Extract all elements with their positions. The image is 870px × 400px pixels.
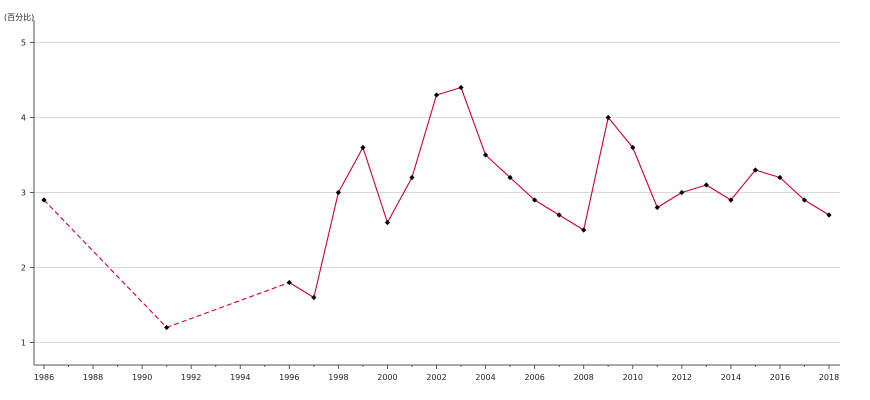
data-point-2016 bbox=[777, 174, 783, 181]
x-tick-label-1990: 1990 bbox=[132, 373, 152, 382]
data-point-1997 bbox=[311, 294, 317, 301]
y-tick-label-5: 5 bbox=[21, 39, 26, 48]
x-tick-label-1992: 1992 bbox=[181, 373, 201, 382]
series-segment-1999-2000 bbox=[362, 147, 388, 223]
x-tick-label-1998: 1998 bbox=[328, 373, 348, 382]
data-point-2006 bbox=[532, 197, 538, 203]
data-point-2008 bbox=[581, 227, 587, 233]
series-lines bbox=[43, 86, 830, 329]
y-tick-label-2: 2 bbox=[21, 264, 26, 273]
series-segment-2001-2002 bbox=[411, 94, 438, 178]
data-point-2012 bbox=[679, 189, 685, 196]
y-tick-label-4: 4 bbox=[21, 114, 26, 123]
series-segment-2007-2008 bbox=[558, 214, 584, 231]
series-segment-2000-2001 bbox=[386, 177, 413, 223]
series-segment-2015-2016 bbox=[755, 169, 781, 179]
series-segment-1986-1991 bbox=[43, 199, 168, 328]
y-tick-label-3: 3 bbox=[21, 189, 26, 198]
data-point-2017 bbox=[801, 197, 808, 203]
series-segment-2017-2018 bbox=[804, 199, 830, 216]
x-tick-label-2012: 2012 bbox=[672, 373, 692, 382]
data-point-1996 bbox=[286, 279, 292, 286]
data-point-2011 bbox=[654, 204, 660, 211]
series-segment-2013-2014 bbox=[706, 184, 732, 201]
series-segment-2008-2009 bbox=[583, 117, 609, 231]
data-point-2002 bbox=[433, 92, 440, 98]
series-segment-2014-2015 bbox=[730, 169, 756, 201]
x-tick-label-2014: 2014 bbox=[721, 373, 741, 382]
series-segment-2010-2011 bbox=[632, 147, 658, 208]
x-tick-label-2000: 2000 bbox=[377, 373, 397, 382]
series-markers bbox=[41, 84, 832, 331]
series-segment-2009-2010 bbox=[607, 117, 634, 148]
grid-lines bbox=[34, 42, 840, 343]
x-tick-label-1986: 1986 bbox=[34, 373, 54, 382]
data-point-2009 bbox=[605, 114, 611, 121]
x-tick-label-2016: 2016 bbox=[770, 373, 790, 382]
x-tick-label-2008: 2008 bbox=[574, 373, 594, 382]
series-segment-2003-2004 bbox=[460, 87, 487, 156]
series-segment-2005-2006 bbox=[509, 177, 535, 201]
series-segment-1997-1998 bbox=[313, 192, 339, 298]
data-point-1998 bbox=[335, 189, 341, 196]
x-tick-label-1988: 1988 bbox=[83, 373, 103, 382]
x-tick-label-2002: 2002 bbox=[426, 373, 446, 382]
series-segment-2016-2017 bbox=[779, 177, 805, 201]
data-point-2013 bbox=[703, 182, 709, 188]
data-point-2010 bbox=[630, 144, 636, 151]
data-point-2003 bbox=[458, 84, 464, 91]
data-point-2001 bbox=[409, 174, 415, 181]
series-segment-2012-2013 bbox=[681, 184, 707, 194]
data-point-2004 bbox=[482, 152, 489, 158]
x-tick-label-2018: 2018 bbox=[819, 373, 839, 382]
data-point-2015 bbox=[752, 167, 759, 173]
data-point-2018 bbox=[826, 212, 832, 218]
series-segment-2006-2007 bbox=[534, 199, 560, 216]
data-point-2005 bbox=[507, 174, 513, 181]
data-point-2007 bbox=[556, 212, 562, 218]
x-tick-label-2004: 2004 bbox=[475, 373, 495, 382]
data-point-1986 bbox=[41, 197, 47, 203]
x-tick-label-2006: 2006 bbox=[524, 373, 544, 382]
tick-labels: 1 2 3 4 5 1986 1988 1990 1992 1994 1996 1998 2000 200… bbox=[21, 39, 839, 383]
series-segment-2011-2012 bbox=[656, 192, 683, 208]
series-segment-1996-1997 bbox=[289, 282, 315, 298]
data-point-1999 bbox=[360, 144, 366, 151]
series-segment-1991-1996 bbox=[166, 281, 290, 329]
data-point-1991 bbox=[164, 324, 170, 331]
series-segment-1998-1999 bbox=[337, 147, 364, 193]
data-point-2014 bbox=[728, 197, 734, 203]
series-segment-2004-2005 bbox=[485, 154, 511, 178]
x-tick-label-1994: 1994 bbox=[230, 373, 250, 382]
data-point-2000 bbox=[384, 219, 391, 226]
x-tick-label-2010: 2010 bbox=[623, 373, 643, 382]
y-axis-unit-label: (百分比) bbox=[4, 12, 34, 22]
series-segment-2002-2003 bbox=[436, 86, 462, 96]
x-tick-label-1996: 1996 bbox=[279, 373, 299, 382]
axes bbox=[30, 20, 840, 369]
y-tick-label-1: 1 bbox=[21, 339, 26, 348]
